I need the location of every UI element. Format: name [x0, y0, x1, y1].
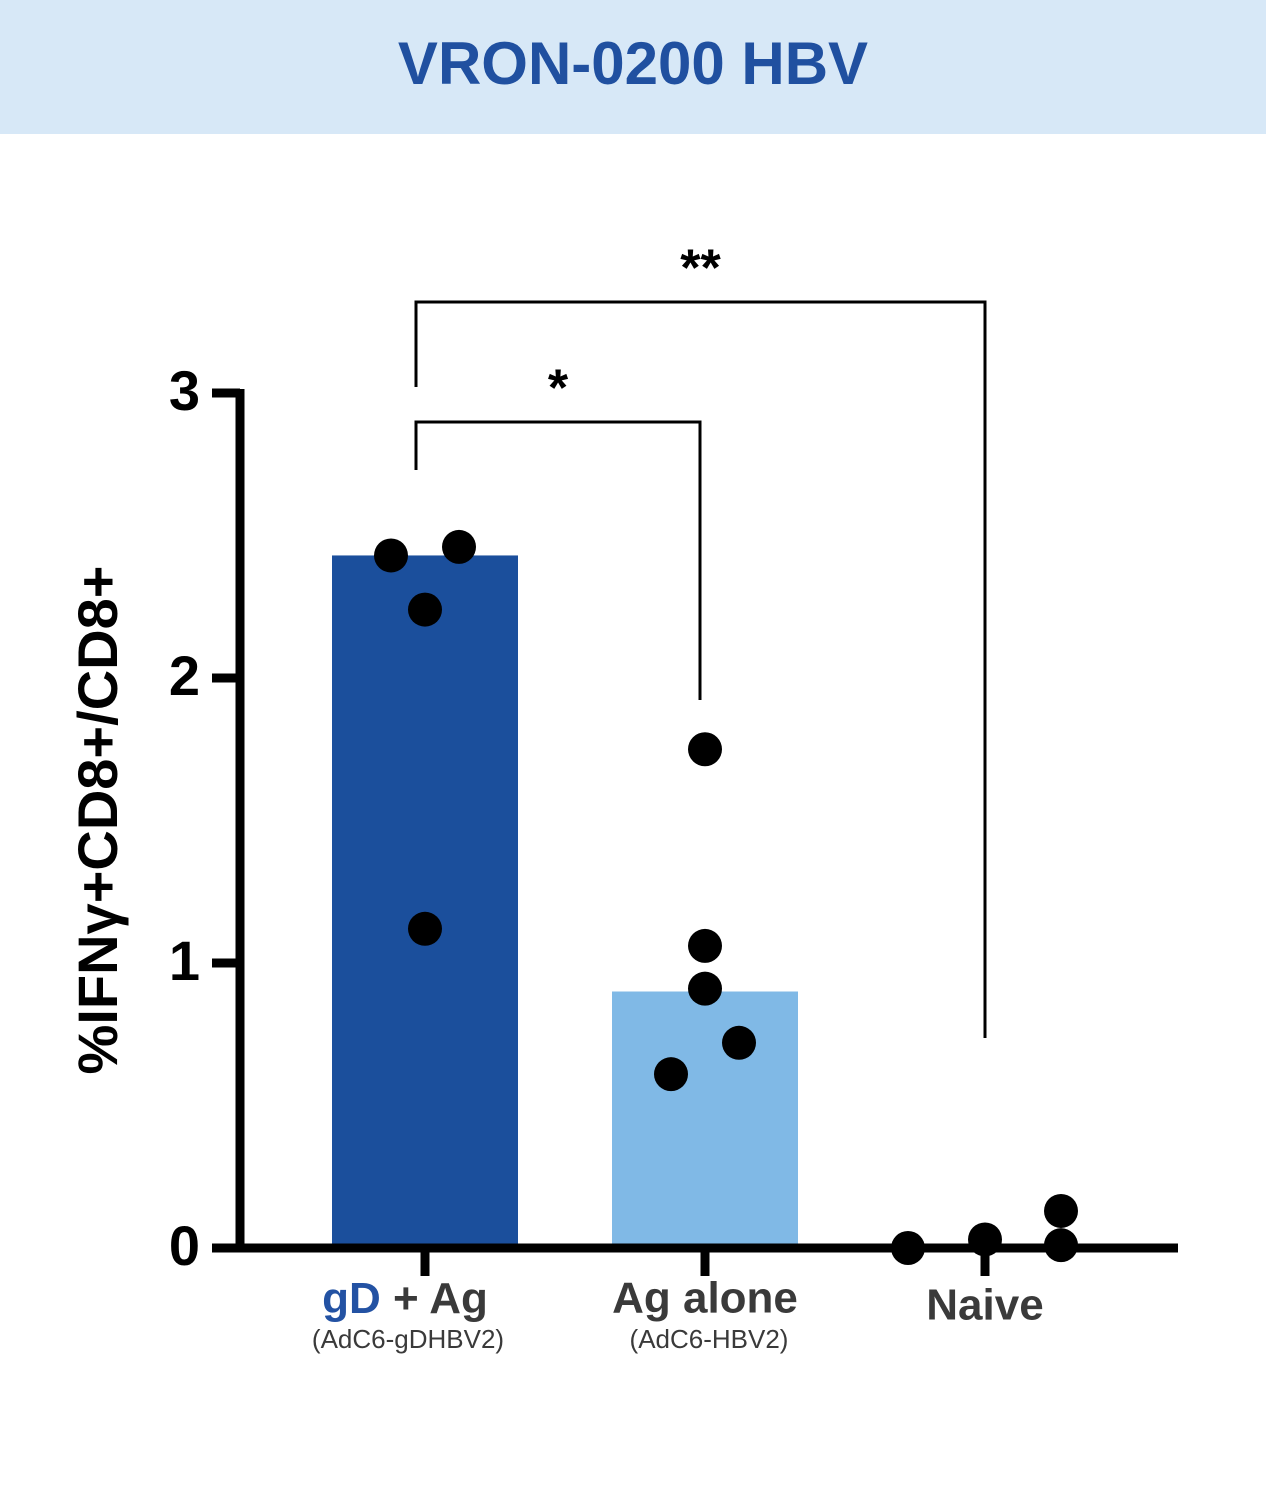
data-point	[442, 529, 476, 564]
data-point	[722, 1025, 756, 1060]
y-tick-label: 1	[169, 929, 200, 992]
x-tick-label: gD + Ag	[322, 1274, 488, 1323]
data-point	[688, 928, 722, 963]
data-point	[1044, 1228, 1078, 1263]
data-point	[968, 1222, 1002, 1257]
data-point	[654, 1057, 688, 1092]
x-tick-sublabel: (AdC6-HBV2)	[630, 1324, 789, 1354]
data-point	[688, 732, 722, 767]
chart-title: VRON-0200 HBV	[398, 30, 868, 97]
data-point	[374, 538, 408, 573]
bar	[612, 991, 798, 1248]
x-tick-label: Ag alone	[612, 1274, 798, 1323]
data-point	[891, 1231, 925, 1265]
bar	[332, 555, 518, 1248]
y-tick-label: 0	[169, 1214, 200, 1277]
data-point	[408, 592, 442, 627]
x-tick-label: Naive	[926, 1281, 1043, 1330]
significance-label: **	[680, 240, 721, 298]
data-point	[408, 911, 442, 946]
data-point	[1044, 1193, 1078, 1228]
y-axis-label: %IFNγ+CD8+/CD8+	[66, 566, 129, 1075]
data-point	[688, 971, 722, 1006]
significance-bracket	[414, 300, 987, 1038]
significance-bracket	[414, 420, 702, 700]
significance-label: *	[548, 360, 569, 418]
y-tick-label: 2	[169, 644, 200, 707]
title-band	[0, 0, 1266, 134]
y-tick-label: 3	[169, 359, 200, 422]
x-tick-sublabel: (AdC6-gDHBV2)	[312, 1324, 504, 1354]
